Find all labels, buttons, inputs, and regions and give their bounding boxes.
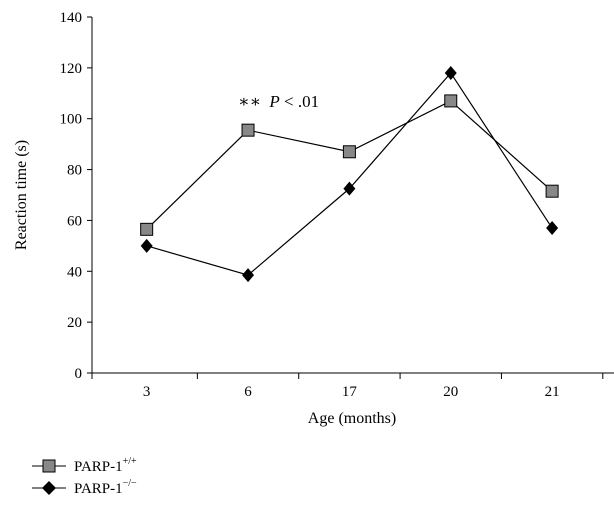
legend-label-series-2: PARP-1−/− — [74, 478, 137, 497]
legend-item-series-2: PARP-1−/− — [30, 478, 137, 498]
x-tick-label: 20 — [443, 384, 458, 400]
significance-annotation: ∗∗ P < .01 — [238, 92, 319, 111]
y-tick-label: 120 — [60, 61, 83, 77]
y-tick-label: 80 — [67, 163, 82, 179]
data-point-square — [545, 184, 559, 198]
y-axis-label: Reaction time (s) — [13, 140, 30, 250]
data-point-diamond — [242, 268, 255, 283]
data-point-diamond — [343, 181, 356, 196]
significance-threshold: < .01 — [284, 92, 319, 111]
y-axis: 0 20 40 60 80 100 120 140 — [60, 10, 93, 382]
x-axis-label: Age (months) — [308, 410, 396, 427]
y-tick-label: 0 — [75, 366, 83, 382]
y-tick-label: 60 — [67, 213, 82, 229]
legend-marker-square-icon — [32, 459, 66, 473]
series-1-line — [146, 100, 553, 230]
x-tick-label: 6 — [244, 384, 252, 400]
y-tick-label: 140 — [60, 10, 83, 26]
data-point-square — [342, 145, 356, 159]
y-tick-label: 20 — [67, 315, 82, 331]
x-tick-label: 21 — [545, 384, 560, 400]
series-layer — [140, 65, 559, 283]
y-tick-label: 40 — [67, 264, 82, 280]
x-tick-label: 3 — [143, 384, 151, 400]
y-tick-label: 100 — [60, 112, 83, 128]
x-tick-label: 17 — [342, 384, 358, 400]
data-point-diamond — [140, 238, 153, 253]
significance-p: P — [268, 92, 279, 111]
significance-stars: ∗∗ — [238, 92, 261, 111]
legend-label-series-1: PARP-1+/+ — [74, 456, 137, 475]
legend-item-series-1: PARP-1+/+ — [30, 456, 137, 476]
data-point-square — [444, 94, 458, 108]
data-point-diamond — [546, 221, 559, 236]
legend-marker-diamond-icon — [32, 481, 66, 495]
x-axis: 3 6 17 20 21 — [91, 372, 614, 400]
data-point-square — [140, 222, 154, 236]
series-2 — [140, 65, 559, 283]
series-2-line — [146, 71, 553, 276]
series-1 — [140, 94, 559, 236]
data-point-square — [241, 123, 255, 137]
data-point-diamond — [444, 65, 457, 80]
